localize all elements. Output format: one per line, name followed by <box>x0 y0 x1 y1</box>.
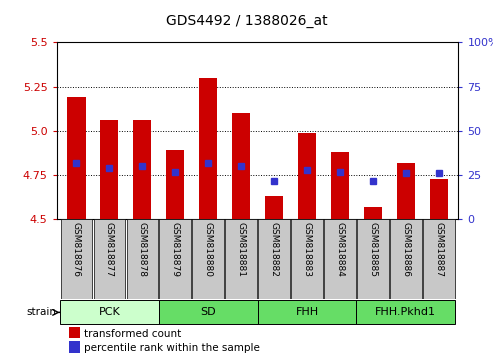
Text: GSM818879: GSM818879 <box>171 222 180 277</box>
Bar <box>265 196 283 219</box>
Bar <box>199 78 217 219</box>
Bar <box>258 219 290 299</box>
Text: FHH: FHH <box>295 307 318 318</box>
Text: transformed count: transformed count <box>84 329 181 339</box>
Text: GSM818878: GSM818878 <box>138 222 147 277</box>
Bar <box>61 219 92 299</box>
Bar <box>257 301 356 324</box>
Text: percentile rank within the sample: percentile rank within the sample <box>84 343 260 353</box>
Bar <box>60 301 159 324</box>
Bar <box>127 219 158 299</box>
Text: FHH.Pkhd1: FHH.Pkhd1 <box>375 307 436 318</box>
Bar <box>101 120 118 219</box>
Bar <box>331 152 349 219</box>
Text: GDS4492 / 1388026_at: GDS4492 / 1388026_at <box>166 14 327 28</box>
Bar <box>423 219 455 299</box>
Bar <box>390 219 422 299</box>
Bar <box>356 301 455 324</box>
Text: GSM818877: GSM818877 <box>105 222 114 277</box>
Bar <box>364 207 382 219</box>
Bar <box>68 97 85 219</box>
Text: GSM818887: GSM818887 <box>434 222 443 277</box>
Text: GSM818885: GSM818885 <box>368 222 377 277</box>
Text: PCK: PCK <box>99 307 120 318</box>
Bar <box>324 219 356 299</box>
Bar <box>192 219 224 299</box>
Bar <box>232 113 250 219</box>
Text: strain: strain <box>27 307 57 318</box>
Bar <box>291 219 323 299</box>
Bar <box>298 133 316 219</box>
Bar <box>430 179 448 219</box>
Bar <box>166 150 184 219</box>
Bar <box>159 301 257 324</box>
Bar <box>94 219 125 299</box>
Bar <box>397 163 415 219</box>
Bar <box>133 120 151 219</box>
Bar <box>225 219 257 299</box>
Bar <box>159 219 191 299</box>
Text: GSM818883: GSM818883 <box>303 222 312 277</box>
Text: GSM818886: GSM818886 <box>401 222 410 277</box>
Text: GSM818876: GSM818876 <box>72 222 81 277</box>
Text: SD: SD <box>200 307 216 318</box>
Bar <box>69 327 80 338</box>
Bar <box>69 342 80 353</box>
Text: GSM818881: GSM818881 <box>237 222 246 277</box>
Text: GSM818884: GSM818884 <box>335 222 345 277</box>
Text: GSM818880: GSM818880 <box>204 222 212 277</box>
Text: GSM818882: GSM818882 <box>270 222 279 277</box>
Bar <box>357 219 388 299</box>
